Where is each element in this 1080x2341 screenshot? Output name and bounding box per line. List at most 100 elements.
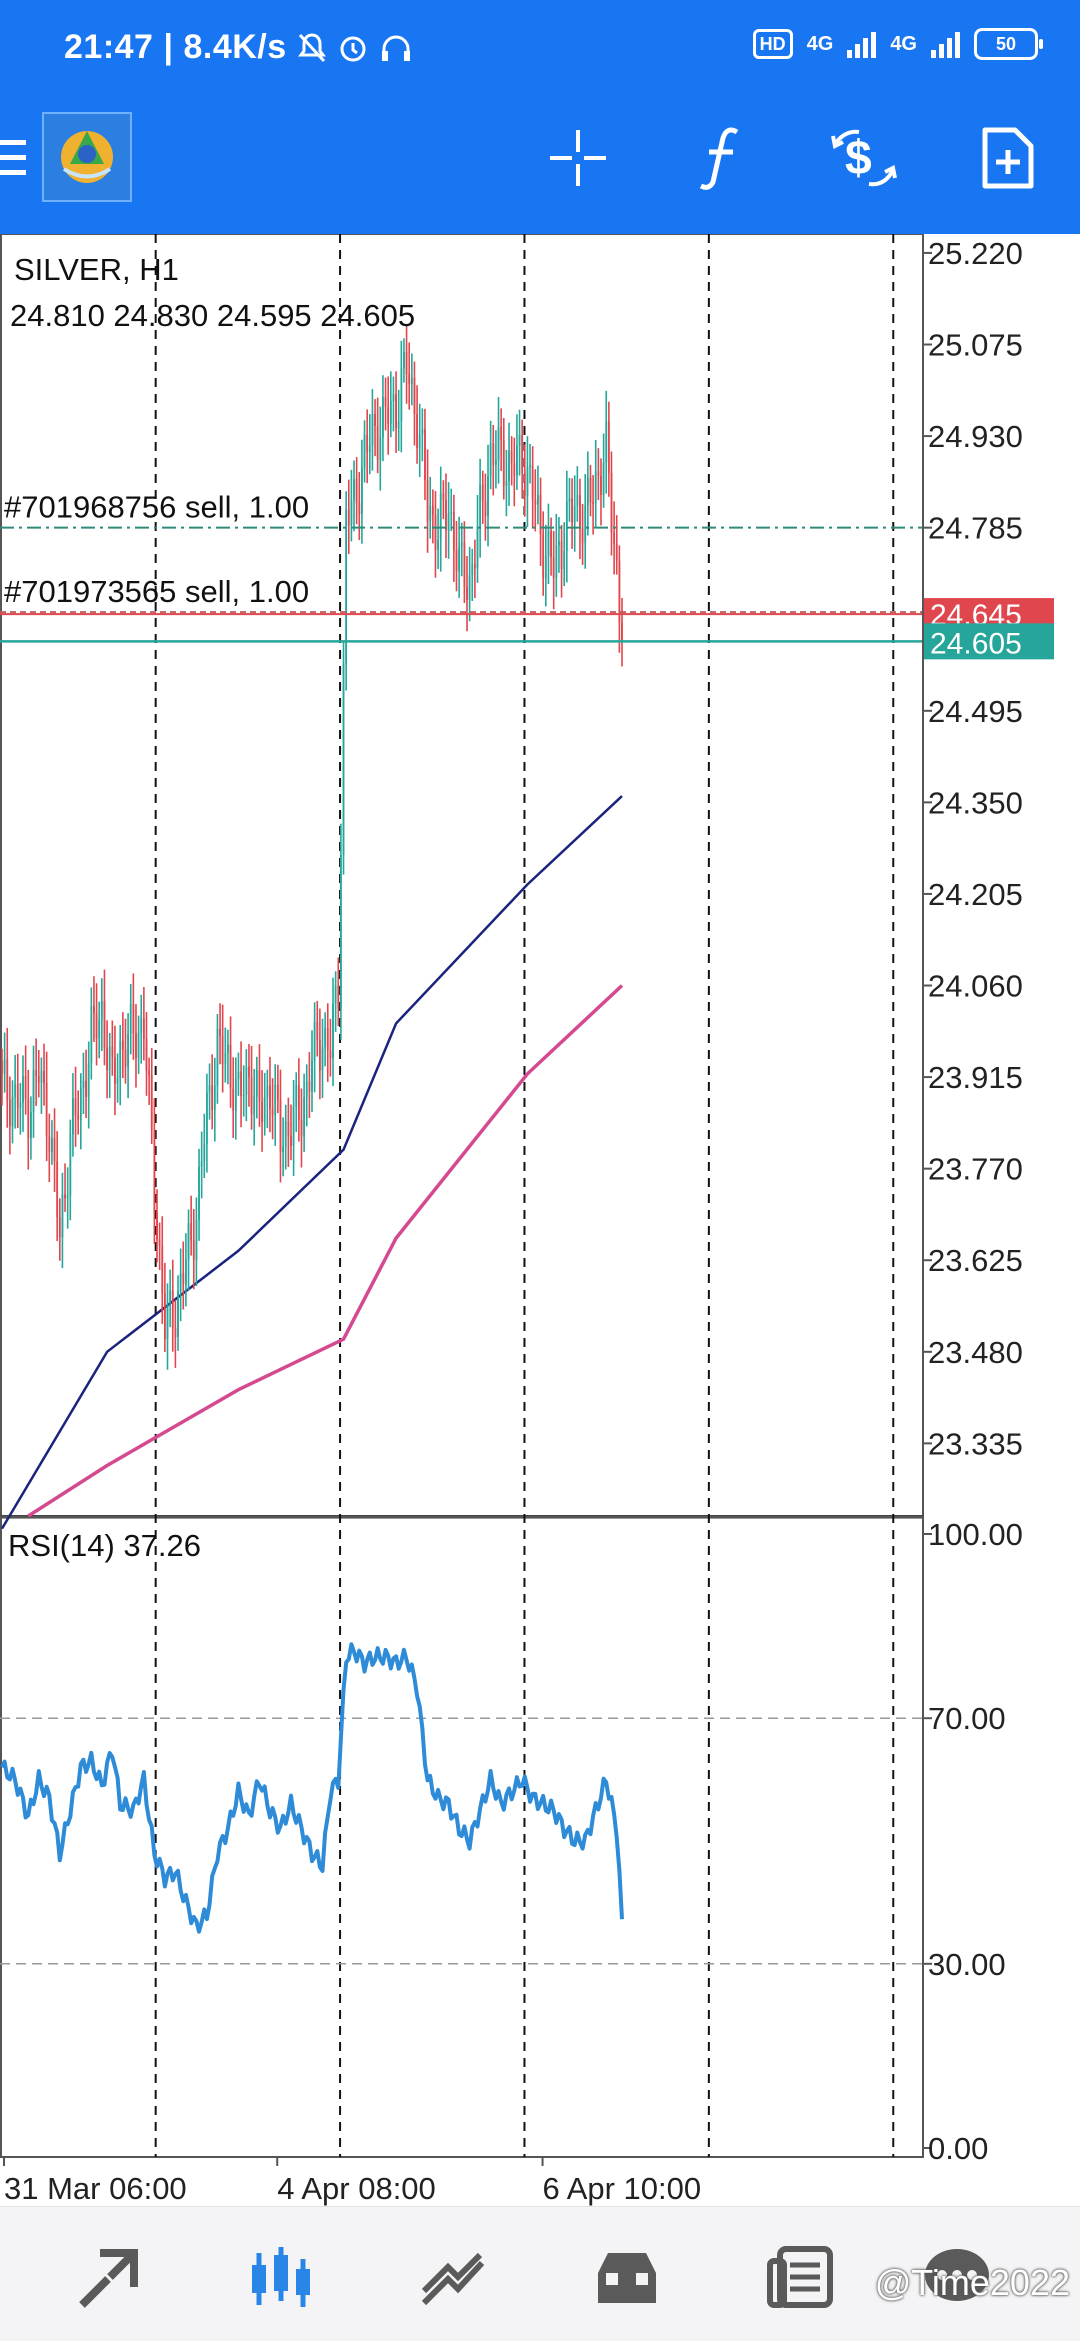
candle-body [211,1085,214,1110]
price-tick-label: 24.060 [928,969,1023,1004]
candle-body [405,351,408,374]
candle-body [497,426,500,461]
candle-body [153,1129,156,1213]
candle-body [305,1081,308,1098]
candle-body [148,1070,151,1075]
candle-body [140,1018,143,1033]
candle-body [116,1077,119,1084]
price-tick-label: 25.220 [928,236,1023,271]
candle-body [408,373,411,384]
candle-body [403,351,405,369]
candle-body [387,406,390,425]
candle-body [586,477,589,506]
chart-svg[interactable]: 25.220 25.075 24.930 24.785 24.495 24.350 24.2… [0,233,1080,2206]
price-panel-frame [0,233,924,1517]
history-icon[interactable] [592,2243,662,2313]
candle-body [361,467,363,514]
candle-body [11,1097,14,1127]
candle-body [248,1066,250,1078]
chart-icon[interactable] [246,2243,316,2313]
candle-body [376,425,379,460]
price-axis: 25.220 25.075 24.930 24.785 24.495 24.350 24.2… [922,236,1023,1461]
candle-body [192,1240,195,1260]
candle-body [610,472,613,533]
chat-icon[interactable] [922,2243,992,2313]
candle-body [410,377,413,384]
candle-body [56,1161,59,1218]
candle-body [547,530,550,557]
candle-body [237,1071,240,1080]
candle-body [502,440,505,487]
candle-body [98,1019,101,1039]
candle-body [27,1098,30,1139]
candle-body [177,1291,179,1337]
candle-body [77,1115,80,1120]
news-icon[interactable] [766,2243,836,2313]
candle-body [242,1094,245,1097]
candle-body [384,396,387,407]
menu-icon[interactable] [0,136,28,180]
watermark: @Time2022 [874,2262,1070,2303]
candle-body [53,1138,56,1162]
candle-body [510,450,513,464]
candle-body [382,396,384,438]
candle-body [8,1100,11,1127]
trade-nav-icon[interactable] [418,2243,488,2313]
candle-body [303,1097,306,1137]
rsi-tick-label: 70.00 [928,1701,1006,1736]
candle-body [163,1293,166,1340]
candle-body [16,1084,19,1108]
app-logo[interactable] [42,112,132,202]
candle-body [584,505,587,544]
candle-body [353,479,355,500]
candle-body [579,495,581,528]
quotes-icon[interactable] [74,2243,144,2313]
candle-body [190,1223,193,1241]
candle-body [224,1052,227,1065]
candle-body [171,1290,174,1329]
chart-area[interactable]: 25.220 25.075 24.930 24.785 24.495 24.350 24.2… [0,233,1080,2206]
candle-body [558,541,560,546]
candle-body [240,1071,242,1096]
candle-body [93,1006,95,1013]
symbol-label: SILVER, H1 [14,252,179,287]
price-tick-label: 23.625 [928,1243,1023,1278]
candle-body [266,1085,269,1098]
candle-body [400,368,403,422]
candle-body [455,550,458,572]
candle-body [492,443,495,465]
candle-body [594,471,597,504]
candle-body [597,471,600,476]
candle-body [426,479,429,522]
candle-body [544,556,547,579]
candle-body [332,1003,334,1059]
candle-body [179,1273,182,1292]
candle-body [531,465,534,500]
rsi-indicator: 100.00 70.00 30.00 0.00 [0,1517,1023,2166]
candle-body [142,1018,145,1039]
candle-body [166,1303,169,1340]
new-order-icon[interactable] [968,118,1048,198]
candle-body [534,499,537,505]
trade-icon[interactable]: $ [824,118,904,198]
candle-body [505,481,508,487]
candle-body [3,1059,6,1074]
candle-body [316,1021,319,1040]
time-label: 4 Apr 08:00 [277,2171,436,2206]
crosshair-icon[interactable] [538,118,618,198]
order-lines[interactable]: #701968756 sell, 1.00 #701973565 sell, 1.… [0,490,1054,661]
candle-body [45,1083,48,1137]
moving-average-blue [0,795,623,1530]
candle-body [494,460,497,465]
candle-body [442,493,445,501]
price-tick-label: 24.350 [928,785,1023,820]
candle-body [297,1085,300,1120]
indicators-icon[interactable] [682,118,762,198]
candle-body [313,1021,316,1061]
candle-body [61,1194,64,1238]
candle-body [479,484,482,527]
candle-body [90,1006,93,1064]
candle-body [476,526,479,569]
candle-body [51,1138,53,1152]
candle-body [114,1057,116,1084]
